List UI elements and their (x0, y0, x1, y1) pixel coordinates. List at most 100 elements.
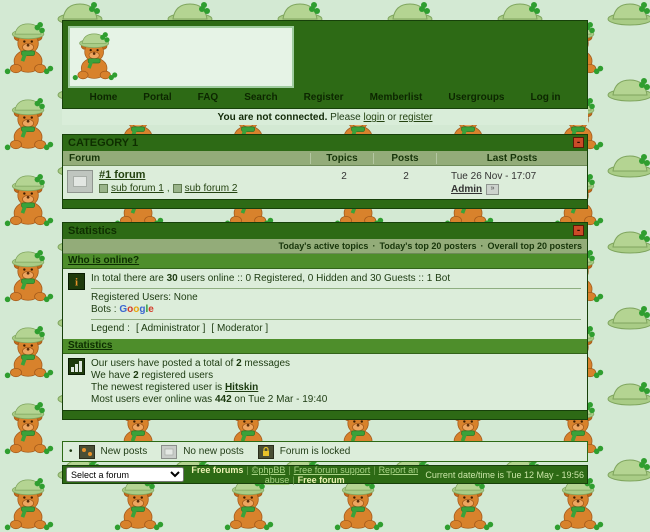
subforum-1-link[interactable]: sub forum 1 (111, 183, 164, 194)
hat-pattern-icon (607, 77, 650, 102)
subforum-separator: , (166, 183, 170, 194)
header-banner: Home Portal FAQ Search Register Memberli… (62, 20, 588, 109)
current-datetime: Current date/time is Tue 12 May - 19:56 (425, 469, 584, 480)
legend-moderator: [ Moderator ] (211, 323, 269, 334)
main-navigation: Home Portal FAQ Search Register Memberli… (68, 88, 582, 107)
footer-separator: | (288, 464, 291, 475)
category-box: CATEGORY 1 - Forum Topics Posts Last Pos… (62, 134, 588, 209)
google-letter: g (139, 304, 146, 315)
newest-pre: The newest registered user is (91, 382, 225, 393)
statistics-box-bottom (63, 410, 587, 419)
category-title: CATEGORY 1 (68, 137, 139, 149)
bots-label: Bots : (91, 304, 120, 315)
nav-login[interactable]: Log in (530, 92, 561, 103)
hat-pattern-icon (607, 229, 650, 254)
no-new-posts-folder-icon (67, 170, 93, 193)
online-total-pre: In total there are (91, 273, 167, 284)
last-post-date: Tue 26 Nov - 17:07 (451, 171, 537, 182)
most-online-count: 442 (214, 394, 232, 405)
statistics-sub-link[interactable]: Statistics (68, 340, 113, 351)
footer-bar: Select a forum Free forums | ©phpBB | Free f… (62, 465, 588, 485)
registered-post: registered users (138, 370, 214, 381)
registered-users-line: Registered Users: None (91, 292, 198, 303)
links-separator: · (372, 241, 376, 251)
legend-line: Legend : [ Administrator ] [ Moderator ] (91, 319, 581, 335)
footer-links: Free forums | ©phpBB | Free forum support | Re… (184, 465, 425, 485)
connection-status-text: You are not connected. (217, 112, 328, 123)
bear-pattern-icon (2, 98, 56, 152)
newest-user-link[interactable]: Hitskin (224, 382, 259, 393)
links-separator: · (480, 241, 484, 251)
free-forums-link[interactable]: Free forums (191, 464, 244, 475)
hat-pattern-icon (607, 457, 650, 482)
nav-usergroups[interactable]: Usergroups (448, 92, 505, 103)
no-new-posts-icon (161, 444, 178, 459)
online-total-count: 30 (166, 273, 178, 284)
no-new-posts-label: No new posts (183, 446, 244, 457)
bear-pattern-icon (222, 478, 276, 532)
phpbb-link[interactable]: ©phpBB (251, 464, 286, 475)
forum-logo (68, 26, 294, 88)
login-link[interactable]: login (363, 112, 385, 123)
column-last-posts: Last Posts (436, 152, 587, 164)
overall-posters-link[interactable]: Overall top 20 posters (487, 241, 582, 251)
bear-pattern-icon (2, 326, 56, 380)
google-letter: o (127, 304, 134, 315)
view-latest-post-icon[interactable]: » (486, 184, 500, 195)
statistics-collapse-button[interactable]: - (573, 225, 584, 236)
bear-pattern-icon (332, 478, 386, 532)
forum-cell: #1 forum sub forum 1, sub forum 2 (63, 169, 313, 195)
connection-or-text: or (384, 112, 400, 123)
nav-register[interactable]: Register (303, 92, 344, 103)
hat-pattern-icon (607, 305, 650, 330)
free-forum-link[interactable]: Free forum (297, 474, 345, 485)
hat-pattern-icon (607, 381, 650, 406)
subforum-list: sub forum 1, sub forum 2 (99, 183, 237, 194)
post-legend-bar: • New posts No new posts Forum is locked (62, 441, 588, 462)
who-is-online-link[interactable]: Who is online? (68, 255, 140, 266)
connection-notice: You are not connected. Please login or r… (62, 109, 588, 125)
category-box-bottom (63, 199, 587, 208)
google-letter: G (119, 304, 128, 315)
bear-pattern-icon (2, 174, 56, 228)
bear-pattern-icon (2, 250, 56, 304)
google-bot-link[interactable]: Google (119, 304, 153, 315)
svg-text:i: i (75, 277, 78, 289)
hat-pattern-icon (607, 1, 650, 26)
most-online-line: Most users ever online was 442 on Tue 2 … (91, 394, 581, 406)
nav-faq[interactable]: FAQ (197, 92, 219, 103)
most-online-pre: Most users ever online was (91, 394, 215, 405)
messages-post: messages (241, 358, 291, 369)
forum-jump-select[interactable]: Select a forum (66, 467, 184, 482)
forum-locked-icon (257, 444, 274, 459)
registered-count-line: We have 2 registered users (91, 370, 581, 382)
top-posters-link[interactable]: Today's top 20 posters (379, 241, 477, 251)
forum-link[interactable]: #1 forum (99, 169, 146, 181)
online-total-post: users online :: 0 Registered, 0 Hidden a… (177, 273, 451, 284)
nav-memberlist[interactable]: Memberlist (369, 92, 423, 103)
register-link[interactable]: register (399, 112, 433, 123)
who-is-online-content: i In total there are 30 users online :: … (63, 269, 587, 339)
active-topics-link[interactable]: Today's active topics (278, 241, 369, 251)
forum-row: #1 forum sub forum 1, sub forum 2 2 2 Tu… (63, 166, 587, 199)
google-letter: e (148, 304, 154, 315)
legend-label: Legend : (91, 323, 130, 334)
bear-pattern-icon (2, 478, 56, 532)
who-is-online-icon: i (68, 273, 85, 290)
bear-pattern-icon (2, 402, 56, 456)
nav-search[interactable]: Search (244, 92, 278, 103)
column-posts: Posts (373, 152, 436, 164)
forum-support-link[interactable]: Free forum support (293, 464, 371, 475)
subforum-icon (99, 184, 108, 193)
footer-separator: | (373, 464, 376, 475)
last-post-user-link[interactable]: Admin (451, 184, 483, 195)
nav-home[interactable]: Home (89, 92, 118, 103)
forum-locked-label: Forum is locked (279, 446, 351, 457)
nav-portal[interactable]: Portal (143, 92, 172, 103)
subforum-2-link[interactable]: sub forum 2 (184, 183, 238, 194)
statistics-links-bar: Today's active topics · Today's top 20 pos… (63, 239, 587, 254)
statistics-title: Statistics (68, 225, 117, 237)
category-collapse-button[interactable]: - (573, 137, 584, 148)
forum-table-header: Forum Topics Posts Last Posts (63, 151, 587, 166)
bear-logo-icon (71, 30, 119, 82)
